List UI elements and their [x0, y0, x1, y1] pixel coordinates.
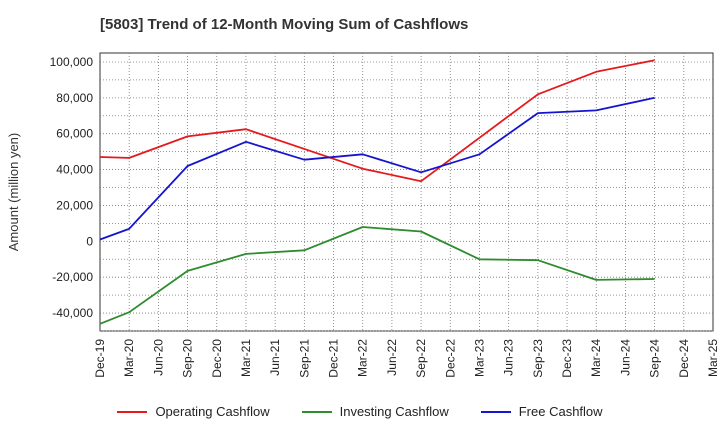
- x-tick-label: Sep-20: [181, 339, 195, 378]
- x-tick-label: Jun-22: [385, 339, 399, 376]
- plot-frame: [99, 52, 714, 332]
- x-tick-label: Jun-23: [502, 339, 516, 376]
- series-line-0: [99, 59, 655, 183]
- legend-label-operating: Operating Cashflow: [155, 404, 270, 419]
- chart-legend: Operating Cashflow Investing Cashflow Fr…: [0, 404, 720, 419]
- x-tick-label: Mar-22: [356, 339, 370, 377]
- legend-item-investing: Investing Cashflow: [301, 404, 449, 419]
- x-tick-label: Dec-20: [210, 339, 224, 378]
- x-tick-label: Dec-23: [560, 339, 574, 378]
- x-tick-label: Dec-24: [677, 339, 691, 378]
- y-tick-label: -40,000: [52, 306, 93, 320]
- x-tick-label: Mar-23: [472, 339, 486, 377]
- x-tick-label: Jun-20: [151, 339, 165, 376]
- x-tick-label: Mar-21: [239, 339, 253, 377]
- x-tick-label: Jun-21: [268, 339, 282, 376]
- legend-item-operating: Operating Cashflow: [117, 404, 270, 419]
- legend-label-investing: Investing Cashflow: [339, 404, 449, 419]
- y-axis-label: Amount (million yen): [6, 133, 21, 252]
- x-tick-label: Mar-20: [122, 339, 136, 377]
- x-tick-label: Sep-22: [414, 339, 428, 378]
- legend-item-free: Free Cashflow: [480, 404, 603, 419]
- x-tick-label: Sep-23: [531, 339, 545, 378]
- x-tick-label: Dec-22: [443, 339, 457, 378]
- y-tick-label: 60,000: [56, 127, 93, 141]
- legend-swatch-free: [480, 410, 511, 413]
- x-tick-label: Sep-24: [648, 339, 662, 378]
- legend-label-free: Free Cashflow: [518, 404, 603, 419]
- y-tick-label: -20,000: [52, 270, 93, 284]
- x-tick-label: Mar-25: [706, 339, 720, 377]
- y-tick-label: 20,000: [56, 198, 93, 212]
- legend-swatch-operating: [117, 410, 148, 413]
- y-tick-label: 0: [86, 234, 93, 248]
- y-tick-label: 40,000: [56, 163, 93, 177]
- y-tick-label: 100,000: [50, 55, 94, 69]
- x-tick-label: Sep-21: [297, 339, 311, 378]
- chart-title: [5803] Trend of 12-Month Moving Sum of C…: [100, 16, 469, 33]
- y-tick-label: 80,000: [56, 91, 93, 105]
- x-tick-label: Mar-24: [589, 339, 603, 377]
- series-line-1: [99, 226, 655, 325]
- x-tick-label: Dec-19: [93, 339, 107, 378]
- x-tick-label: Dec-21: [327, 339, 341, 378]
- legend-swatch-investing: [301, 410, 332, 413]
- series-line-2: [99, 96, 655, 241]
- x-tick-label: Jun-24: [618, 339, 632, 376]
